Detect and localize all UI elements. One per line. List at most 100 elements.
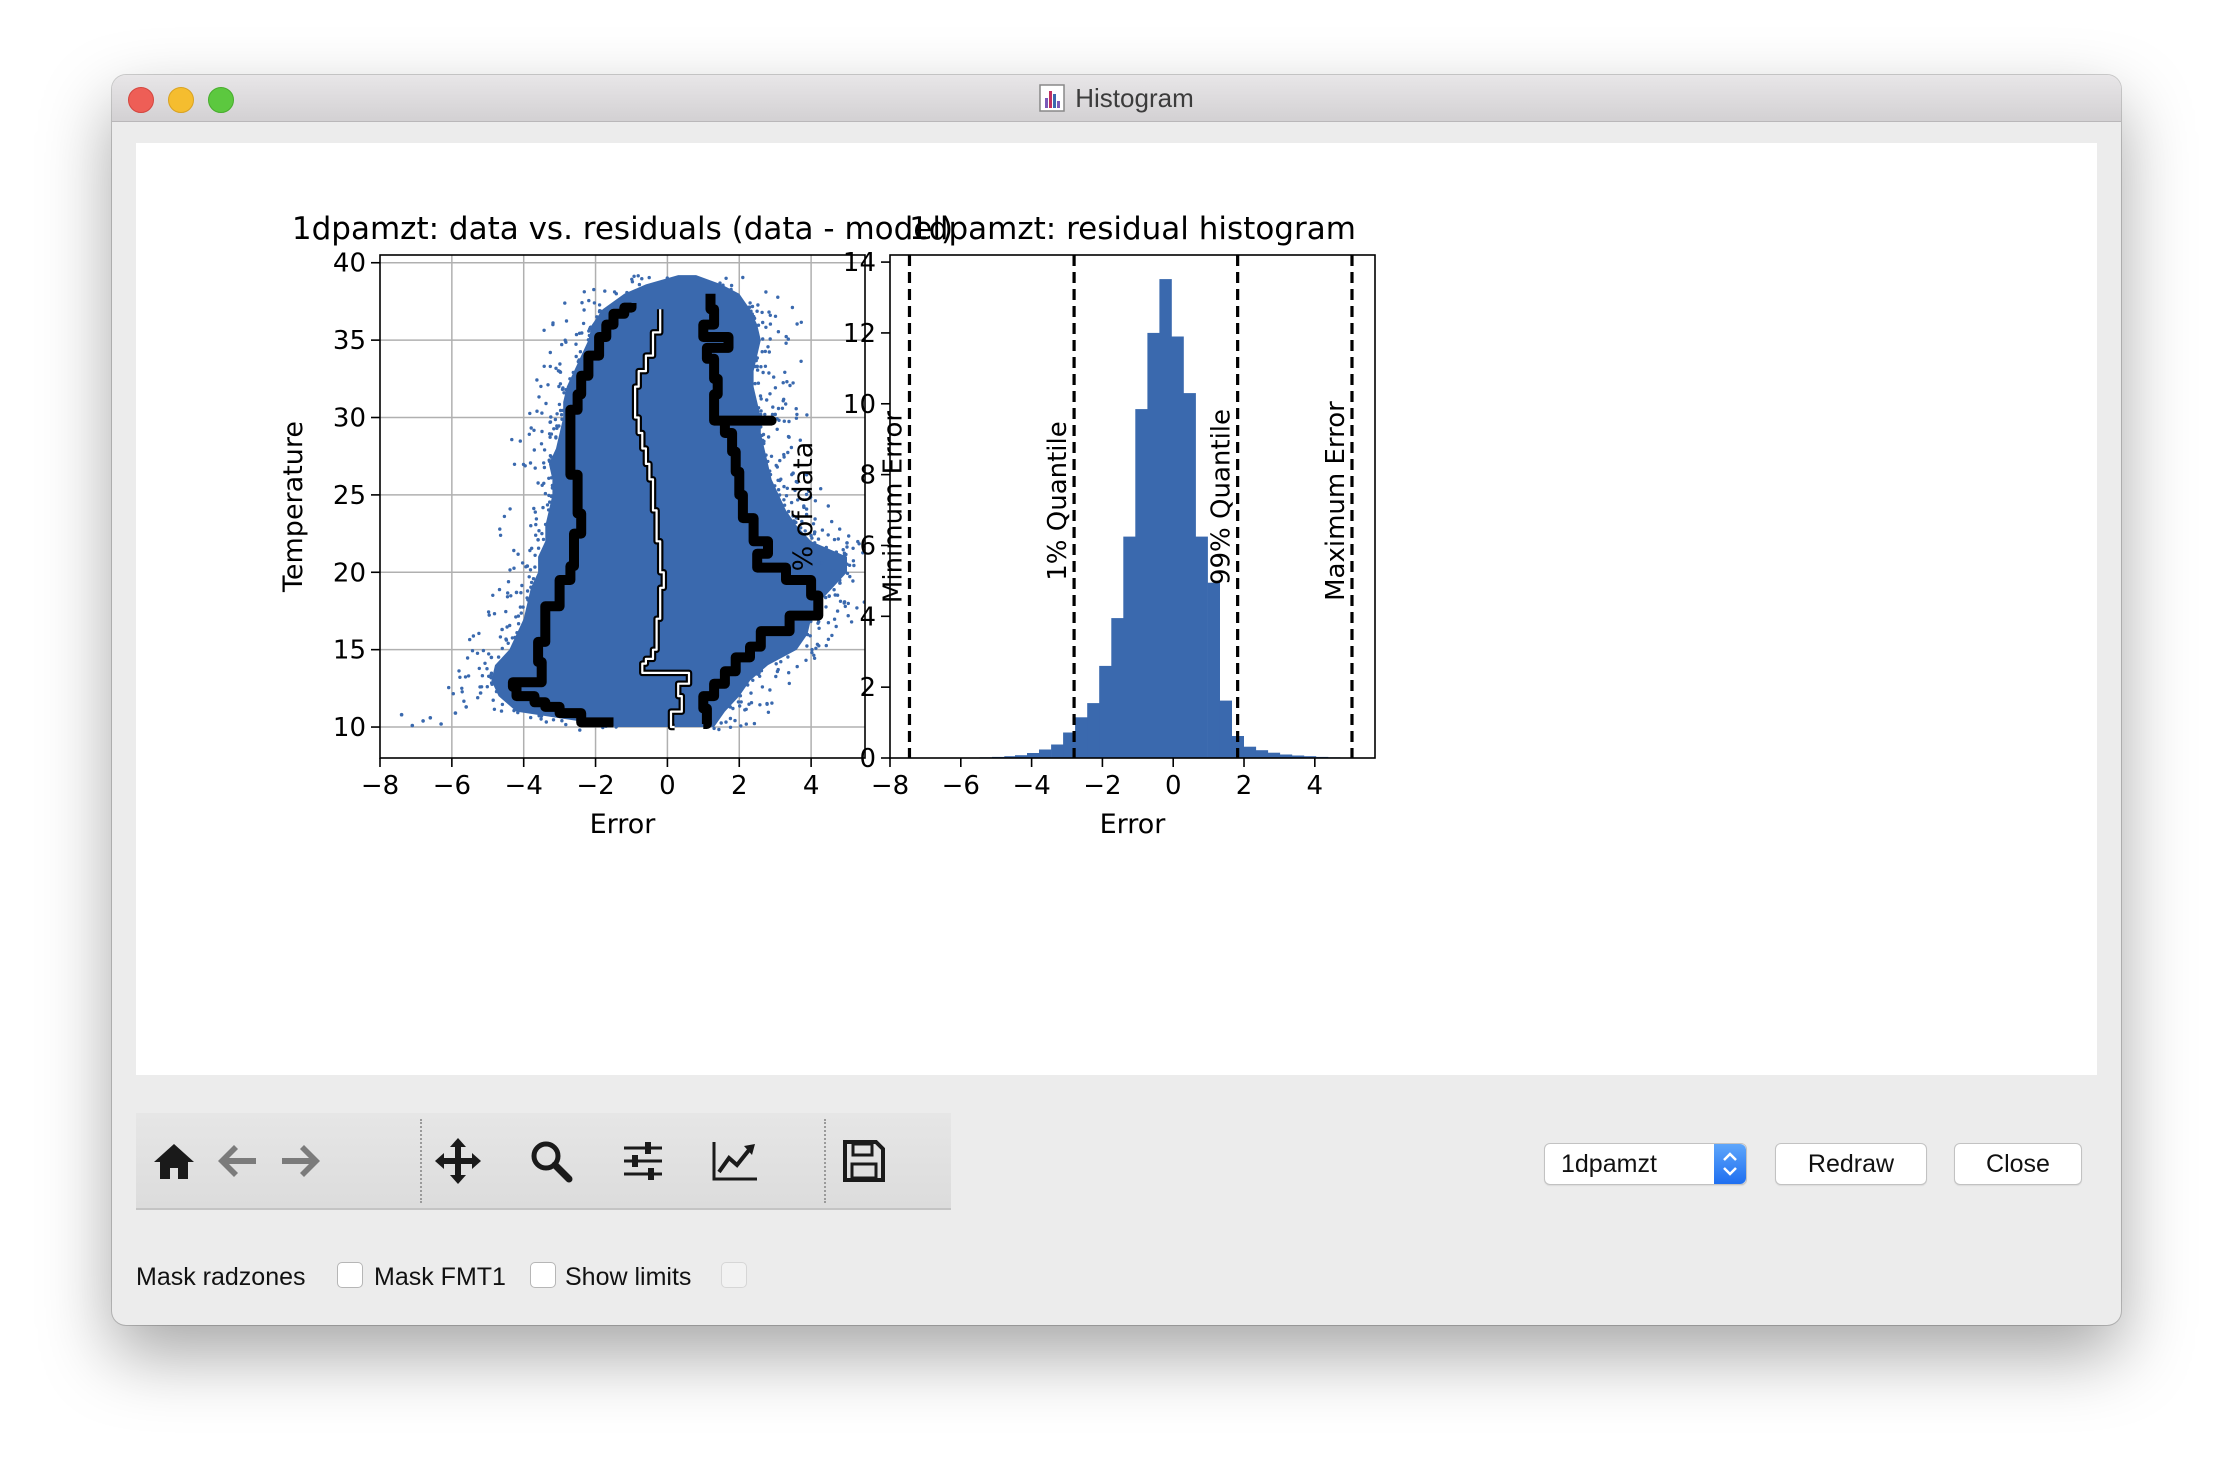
mask-fmt1-label: Mask FMT1 xyxy=(374,1263,506,1291)
scatter-point xyxy=(772,375,776,379)
scatter-point xyxy=(471,634,476,638)
scatter-point xyxy=(560,719,564,723)
scatter-point xyxy=(798,438,802,442)
scatter-point xyxy=(782,455,786,459)
toolbar-separator xyxy=(824,1119,826,1203)
histogram-bars xyxy=(954,279,1341,759)
scatter-point xyxy=(758,394,763,398)
scatter-point xyxy=(487,652,491,656)
scatter-point xyxy=(532,428,536,432)
scatter-point xyxy=(774,674,778,679)
mask-fmt1-checkbox[interactable] xyxy=(530,1262,556,1288)
histogram-y-tick-label: 10 xyxy=(843,390,876,420)
scatter-point xyxy=(547,458,551,462)
msid-select[interactable]: 1dpamzt xyxy=(1544,1143,1747,1185)
scatter-title: 1dpamzt: data vs. residuals (data - mode… xyxy=(292,211,953,247)
scatter-point xyxy=(816,621,820,625)
save-button[interactable] xyxy=(836,1133,892,1189)
close-window-button[interactable] xyxy=(128,87,154,113)
scatter-point xyxy=(512,708,516,713)
scatter-point xyxy=(810,647,814,652)
scatter-point xyxy=(824,605,828,609)
scatter-point xyxy=(771,405,775,409)
scatter-point xyxy=(603,289,607,293)
histogram-bar xyxy=(1135,409,1148,758)
scatter-point xyxy=(496,655,501,659)
scatter-point xyxy=(804,507,809,511)
scatter-point xyxy=(542,328,546,332)
home-button[interactable] xyxy=(146,1133,202,1189)
scatter-point xyxy=(521,605,525,609)
scatter-point xyxy=(589,325,593,329)
histogram-bar xyxy=(1267,752,1281,758)
forward-button[interactable] xyxy=(273,1133,329,1189)
scatter-point xyxy=(761,432,766,437)
scatter-y-tick-label: 30 xyxy=(333,404,366,434)
scatter-point xyxy=(776,488,781,492)
scatter-point xyxy=(775,427,779,431)
scatter-point xyxy=(480,674,485,678)
scatter-point xyxy=(784,402,788,406)
scatter-point xyxy=(516,552,520,556)
zoom-window-button[interactable] xyxy=(208,87,234,113)
scatter-point xyxy=(543,491,548,496)
redraw-button[interactable]: Redraw xyxy=(1775,1143,1927,1185)
scatter-point xyxy=(765,398,769,402)
configure-subplots-button[interactable] xyxy=(615,1133,671,1189)
scatter-point xyxy=(756,406,761,410)
scatter-point xyxy=(770,412,775,417)
scatter-point xyxy=(838,578,842,582)
zoom-button[interactable] xyxy=(523,1133,579,1189)
scatter-point xyxy=(498,635,503,639)
histogram-bar xyxy=(1039,749,1052,758)
scatter-point xyxy=(500,646,504,651)
histogram-y-tick-label: 4 xyxy=(859,602,876,632)
scatter-point xyxy=(759,365,763,369)
minimize-window-button[interactable] xyxy=(168,87,194,113)
scatter-point xyxy=(768,472,773,477)
scatter-outlier-point xyxy=(845,541,849,545)
scatter-point xyxy=(744,722,748,726)
pan-button[interactable] xyxy=(430,1133,486,1189)
scatter-point xyxy=(555,424,559,428)
scatter-point xyxy=(491,698,495,702)
back-button[interactable] xyxy=(209,1133,265,1189)
histogram-bar xyxy=(1027,753,1040,758)
scatter-point xyxy=(647,275,651,280)
scatter-point xyxy=(492,612,497,616)
scatter-point xyxy=(537,395,541,399)
scatter-point xyxy=(842,553,847,558)
show-limits-checkbox[interactable] xyxy=(721,1262,747,1288)
scatter-point xyxy=(539,442,544,446)
scatter-x-tick-label: 4 xyxy=(803,771,820,801)
histogram-bar xyxy=(1303,756,1317,758)
mask-radzones-checkbox[interactable] xyxy=(337,1262,363,1288)
figure-canvas[interactable]: −8 −6 −4 −2 0 2 4 10 15 20 25 30 35 40 1dpamzt: data v… xyxy=(136,143,2097,1075)
edit-axis-button[interactable] xyxy=(707,1133,763,1189)
select-stepper[interactable] xyxy=(1714,1144,1746,1184)
scatter-outlier-point xyxy=(399,712,404,717)
scatter-point xyxy=(532,506,536,511)
scatter-point xyxy=(756,323,761,327)
scatter-point xyxy=(550,486,555,490)
scatter-point xyxy=(777,493,782,497)
scatter-point xyxy=(728,705,732,709)
scatter-point xyxy=(533,565,537,569)
scatter-point xyxy=(773,484,777,488)
scatter-point xyxy=(581,321,586,326)
close-button[interactable]: Close xyxy=(1954,1143,2082,1185)
scatter-point xyxy=(768,469,772,473)
scatter-point xyxy=(830,519,834,524)
scatter-point xyxy=(753,381,757,386)
scatter-point xyxy=(778,458,782,463)
reference-vline-label: 1% Quantile xyxy=(1043,421,1073,581)
scatter-point xyxy=(574,332,579,337)
scatter-point xyxy=(533,510,537,514)
scatter-point xyxy=(845,545,849,549)
scatter-point xyxy=(836,537,840,541)
histogram-x-tick-label: −2 xyxy=(1083,771,1121,801)
histogram-bar xyxy=(1063,732,1076,758)
scatter-point xyxy=(470,649,475,653)
scatter-point xyxy=(550,483,555,488)
scatter-point xyxy=(531,577,536,581)
